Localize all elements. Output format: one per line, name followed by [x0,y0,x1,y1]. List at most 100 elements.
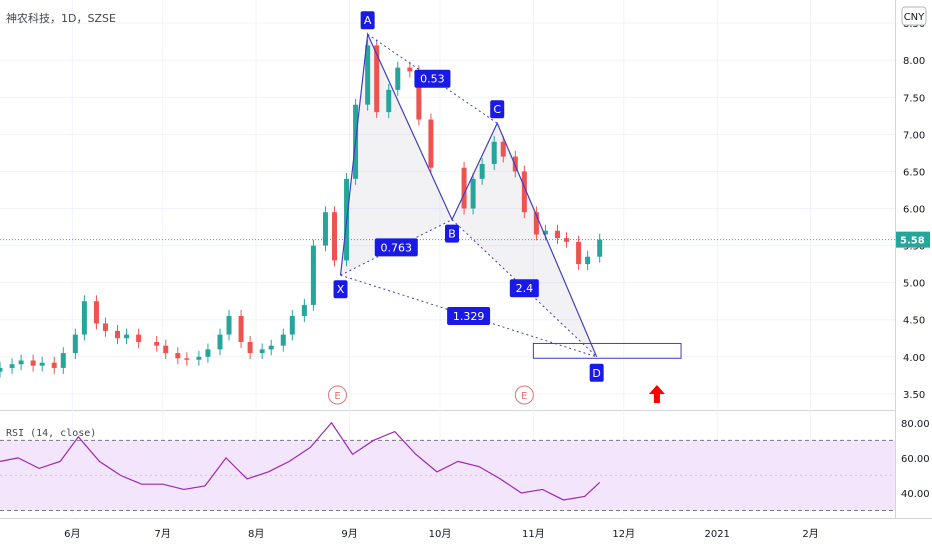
candle-body[interactable] [51,362,57,368]
event-marker-label: E [521,391,527,402]
event-marker[interactable] [328,385,348,405]
candle-body[interactable] [597,239,603,257]
candle-body[interactable] [136,334,142,342]
candle-body[interactable] [124,334,130,339]
pattern-point-label: B [448,228,456,241]
candle-body[interactable] [564,238,570,242]
candle-body[interactable] [196,356,202,360]
candle-body[interactable] [386,89,392,113]
ratio-label-bg [414,69,451,88]
pattern-ratio-line [451,219,598,358]
candle-body[interactable] [163,345,169,354]
pattern-point-label: X [337,283,345,296]
rsi-title: RSI (14, close) [6,428,96,439]
candle-body[interactable] [479,164,485,179]
ratio-label-bg [509,279,539,298]
candle-body[interactable] [9,364,15,368]
candle-body[interactable] [310,245,316,305]
time-tick-label: 11月 [522,528,545,540]
pattern-point-badge [589,363,604,382]
currency-label: CNY [904,12,925,23]
candle-body[interactable] [93,301,99,324]
currency-button[interactable]: CNY [901,6,927,26]
candle-body[interactable] [226,316,232,335]
candle-body[interactable] [585,256,591,265]
price-tick-label: 4.00 [903,353,925,364]
last-price-label: 5.58 [900,236,925,247]
candle-body[interactable] [205,349,211,357]
grid [0,0,895,514]
price-tick-label: 6.50 [903,167,925,178]
time-tick-label: 12月 [612,528,635,540]
price-tick-label: 8.00 [903,56,925,67]
time-tick-label: 2月 [802,528,818,540]
pattern-triangle-bcd [452,123,597,357]
candle-body[interactable] [238,316,244,342]
candle-body[interactable] [365,45,371,105]
ratio-label-bg [374,238,418,257]
candle-body[interactable] [289,316,295,335]
candle-body[interactable] [18,360,24,365]
candle-body[interactable] [331,212,337,261]
candle-body[interactable] [500,141,506,157]
candle-body[interactable] [217,334,223,350]
candle-body[interactable] [102,323,108,331]
candle-body[interactable] [542,230,548,235]
candle-body[interactable] [72,334,78,354]
event-marker[interactable] [514,385,534,405]
candle-body[interactable] [491,141,497,165]
time-tick-label: 6月 [64,528,80,540]
currency-button-frame[interactable] [901,6,927,26]
pattern-point-badge [490,100,505,119]
candle-body[interactable] [247,341,253,354]
harmonic-pattern[interactable]: 0.763 0.53 2.4 1.329 X A B C D E E [328,11,682,405]
candle-body[interactable] [39,362,45,366]
candle-body[interactable] [407,67,413,72]
ratio-label: 0.53 [420,73,445,86]
candle-body[interactable] [60,353,66,368]
candle-body[interactable] [576,241,582,265]
candle-body[interactable] [554,230,560,239]
time-tick-label: 9月 [341,528,357,540]
candle-body[interactable] [280,334,286,346]
rsi-tick-label: 60.00 [901,454,930,465]
candle-body[interactable] [470,178,476,209]
candle-body[interactable] [395,67,401,90]
candle-body[interactable] [428,119,434,168]
price-tick-label: 3.50 [903,390,925,401]
candle-body[interactable] [175,353,181,359]
candle-body[interactable] [301,304,307,317]
pattern-ratio-line [340,219,453,276]
candle-body[interactable] [184,358,190,360]
candle-body[interactable] [115,330,121,339]
pattern-point-label: A [364,14,372,27]
ratio-label-bg [447,307,491,326]
candle-body[interactable] [268,345,274,350]
candle-body[interactable] [81,301,87,335]
target-zone-box[interactable] [532,342,682,359]
time-tick-label: 8月 [248,528,264,540]
candle-body[interactable] [512,156,518,172]
candle-body[interactable] [0,367,3,372]
candle-body[interactable] [30,360,36,366]
pattern-point-label: C [493,103,501,116]
candle-body[interactable] [416,71,422,120]
candle-body[interactable] [154,341,160,346]
candle-body[interactable] [259,349,265,354]
pattern-ratio-line [367,33,498,124]
rsi-pane[interactable] [0,421,895,511]
candle-body[interactable] [521,171,527,213]
rsi-line[interactable] [0,421,601,501]
ratio-label: 0.763 [381,241,413,254]
candle-body[interactable] [533,212,539,235]
price-tick-label: 7.50 [903,93,925,104]
candle-body[interactable] [461,167,467,209]
up-arrow-icon [648,384,665,403]
ratio-label: 2.4 [516,282,534,295]
price-tick-label: 6.00 [903,205,925,216]
candle-body[interactable] [322,212,328,246]
price-tick-label: 4.50 [903,316,925,327]
candle-body[interactable] [374,45,380,113]
